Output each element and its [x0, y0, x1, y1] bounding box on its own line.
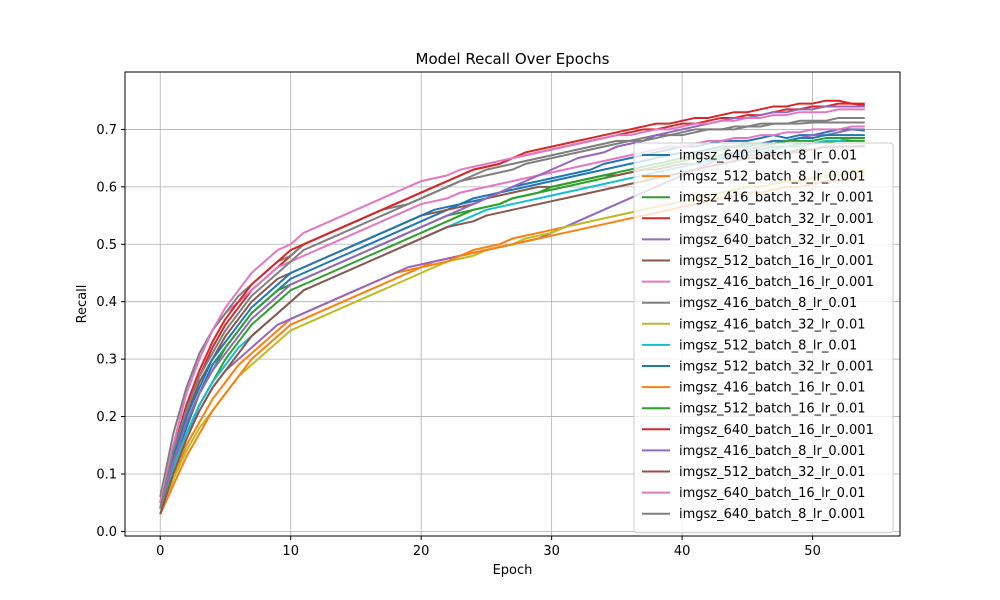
y-tick-label: 0.5 [96, 238, 117, 253]
legend-label: imgsz_512_batch_8_lr_0.001 [679, 170, 866, 185]
legend-label: imgsz_416_batch_32_lr_0.001 [679, 191, 874, 206]
y-tick-label: 0.4 [96, 295, 117, 310]
legend-label: imgsz_640_batch_8_lr_0.01 [679, 149, 857, 164]
x-tick-label: 50 [804, 544, 821, 559]
x-tick-label: 30 [543, 544, 560, 559]
legend-label: imgsz_640_batch_32_lr_0.001 [679, 212, 874, 227]
axis-ticks: 0 10 20 30 40 50 0.0 0.1 0.2 0.3 0.4 0.5 0.6 0.7 [96, 123, 821, 559]
y-tick-label: 0.7 [96, 123, 117, 138]
legend-label: imgsz_512_batch_8_lr_0.01 [679, 338, 857, 353]
y-tick-label: 0.3 [96, 353, 117, 368]
plot-area-frame [124, 71, 901, 537]
x-tick-label: 0 [156, 544, 164, 559]
y-axis-title: Recall [75, 285, 90, 324]
legend: imgsz_640_batch_8_lr_0.01 imgsz_512_batch… [633, 142, 894, 534]
legend-label: imgsz_640_batch_16_lr_0.001 [679, 423, 874, 438]
series-line-7 [159, 125, 865, 503]
y-tick-label: 0.0 [96, 525, 117, 540]
legend-label: imgsz_416_batch_16_lr_0.001 [679, 275, 874, 290]
legend-label: imgsz_512_batch_32_lr_0.001 [679, 360, 874, 375]
legend-box [633, 142, 894, 534]
series-line-17 [159, 108, 865, 503]
y-tick-label: 0.2 [96, 410, 117, 425]
y-tick-label: 0.6 [96, 180, 117, 195]
y-tick-label: 0.1 [96, 467, 117, 482]
x-tick-label: 20 [413, 544, 430, 559]
x-tick-label: 10 [282, 544, 299, 559]
legend-label: imgsz_416_batch_8_lr_0.01 [679, 296, 857, 311]
x-axis-title: Epoch [493, 563, 533, 578]
legend-label: imgsz_512_batch_16_lr_0.01 [679, 402, 866, 417]
series-line-18 [159, 121, 865, 509]
legend-label: imgsz_416_batch_16_lr_0.01 [679, 381, 866, 396]
legend-label: imgsz_640_batch_32_lr_0.01 [679, 233, 866, 248]
legend-label: imgsz_512_batch_32_lr_0.01 [679, 465, 866, 480]
chart-title: Model Recall Over Epochs [416, 50, 610, 68]
legend-label: imgsz_416_batch_8_lr_0.001 [679, 444, 866, 459]
legend-label: imgsz_640_batch_16_lr_0.01 [679, 486, 866, 501]
legend-label: imgsz_640_batch_8_lr_0.001 [679, 507, 866, 522]
legend-label: imgsz_416_batch_32_lr_0.01 [679, 317, 866, 332]
x-tick-label: 40 [674, 544, 691, 559]
legend-label: imgsz_512_batch_16_lr_0.001 [679, 254, 874, 269]
